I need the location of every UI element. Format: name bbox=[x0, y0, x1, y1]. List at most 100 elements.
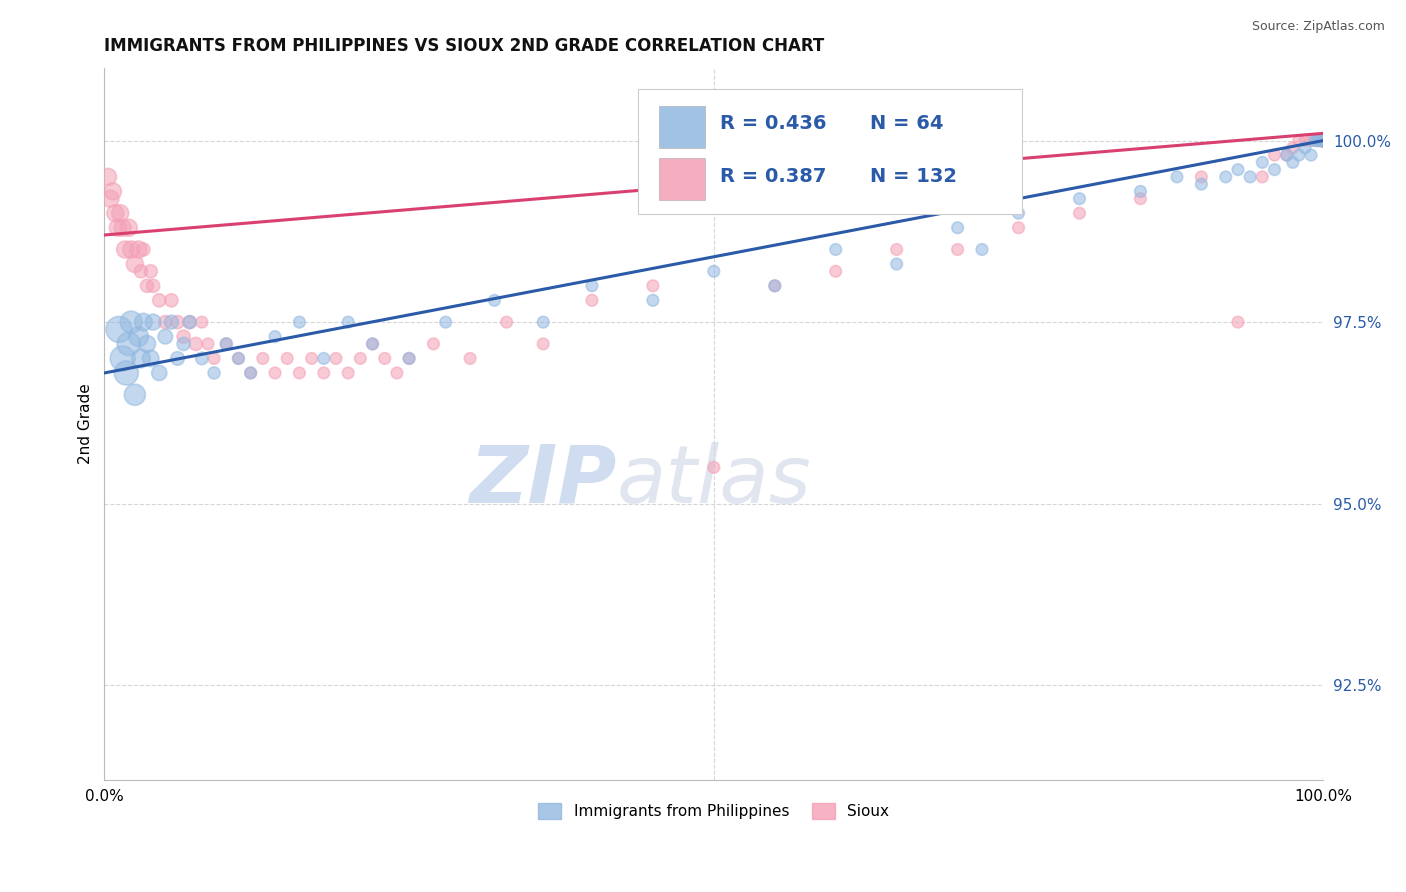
Point bbox=[132, 315, 155, 329]
Point bbox=[531, 337, 554, 351]
Point bbox=[173, 337, 195, 351]
Point bbox=[434, 315, 457, 329]
Point bbox=[1312, 134, 1334, 148]
Point bbox=[970, 243, 993, 257]
Point bbox=[1312, 134, 1334, 148]
Point bbox=[763, 278, 786, 293]
Y-axis label: 2nd Grade: 2nd Grade bbox=[79, 384, 93, 464]
Point bbox=[301, 351, 323, 366]
Point bbox=[531, 315, 554, 329]
Point bbox=[385, 366, 408, 380]
Point bbox=[252, 351, 274, 366]
Point bbox=[179, 315, 201, 329]
Point bbox=[1312, 134, 1334, 148]
Point bbox=[703, 460, 725, 475]
Point bbox=[1215, 169, 1237, 184]
Point bbox=[1312, 134, 1334, 148]
Point bbox=[1312, 134, 1334, 148]
Point bbox=[1294, 141, 1316, 155]
Point bbox=[1306, 134, 1329, 148]
Point bbox=[1312, 134, 1334, 148]
Point bbox=[1069, 192, 1091, 206]
Point bbox=[1312, 134, 1334, 148]
Point bbox=[641, 293, 664, 308]
Point bbox=[1312, 134, 1334, 148]
Point bbox=[398, 351, 420, 366]
Point bbox=[1299, 134, 1322, 148]
Point bbox=[1312, 134, 1334, 148]
Point bbox=[148, 366, 170, 380]
Point bbox=[1281, 141, 1303, 155]
Point bbox=[120, 315, 142, 329]
Point bbox=[1251, 155, 1274, 169]
Point bbox=[110, 206, 132, 220]
Point bbox=[1312, 134, 1334, 148]
Point bbox=[1312, 134, 1334, 148]
Point bbox=[136, 337, 159, 351]
Point bbox=[1312, 134, 1334, 148]
Point bbox=[191, 351, 214, 366]
Point bbox=[703, 264, 725, 278]
Point bbox=[1312, 134, 1334, 148]
Point bbox=[1312, 134, 1334, 148]
Point bbox=[1007, 220, 1029, 235]
Point bbox=[142, 278, 165, 293]
Point bbox=[1312, 134, 1334, 148]
Point bbox=[1312, 134, 1334, 148]
Point bbox=[763, 278, 786, 293]
Point bbox=[1312, 134, 1334, 148]
Point bbox=[108, 322, 131, 336]
Point bbox=[1239, 169, 1261, 184]
Point bbox=[374, 351, 396, 366]
Point bbox=[215, 337, 238, 351]
Point bbox=[1312, 134, 1334, 148]
Point bbox=[1129, 185, 1152, 199]
Point bbox=[184, 337, 207, 351]
Point bbox=[101, 185, 124, 199]
Point bbox=[118, 220, 141, 235]
Point bbox=[361, 337, 384, 351]
Point bbox=[160, 293, 183, 308]
Point bbox=[155, 329, 177, 343]
Point bbox=[1312, 134, 1334, 148]
Point bbox=[1312, 134, 1334, 148]
Point bbox=[1263, 162, 1285, 177]
Point bbox=[148, 293, 170, 308]
Point bbox=[1312, 134, 1334, 148]
Point bbox=[239, 366, 262, 380]
Point bbox=[1312, 134, 1334, 148]
Point bbox=[120, 243, 142, 257]
Point bbox=[1281, 155, 1303, 169]
Text: Source: ZipAtlas.com: Source: ZipAtlas.com bbox=[1251, 20, 1385, 33]
Point bbox=[1312, 134, 1334, 148]
Point bbox=[1312, 134, 1334, 148]
Point bbox=[1312, 134, 1334, 148]
Point bbox=[124, 257, 146, 271]
Point bbox=[337, 366, 360, 380]
Point bbox=[1275, 148, 1298, 162]
Point bbox=[1312, 134, 1334, 148]
Point bbox=[136, 278, 159, 293]
Point bbox=[398, 351, 420, 366]
Point bbox=[1294, 134, 1316, 148]
Point bbox=[1312, 134, 1334, 148]
Point bbox=[946, 220, 969, 235]
Point bbox=[111, 351, 134, 366]
Point bbox=[1189, 169, 1212, 184]
Point bbox=[124, 388, 146, 402]
Point bbox=[1309, 134, 1331, 148]
Point bbox=[1312, 134, 1334, 148]
Point bbox=[1312, 134, 1334, 148]
Point bbox=[581, 293, 603, 308]
Point bbox=[1309, 134, 1331, 148]
Point bbox=[1312, 134, 1334, 148]
Point bbox=[1288, 148, 1310, 162]
Point bbox=[115, 366, 138, 380]
Point bbox=[128, 329, 150, 343]
Point bbox=[1310, 134, 1333, 148]
Point bbox=[422, 337, 444, 351]
Point bbox=[1312, 134, 1334, 148]
FancyBboxPatch shape bbox=[659, 106, 706, 148]
Point bbox=[160, 315, 183, 329]
Point bbox=[325, 351, 347, 366]
